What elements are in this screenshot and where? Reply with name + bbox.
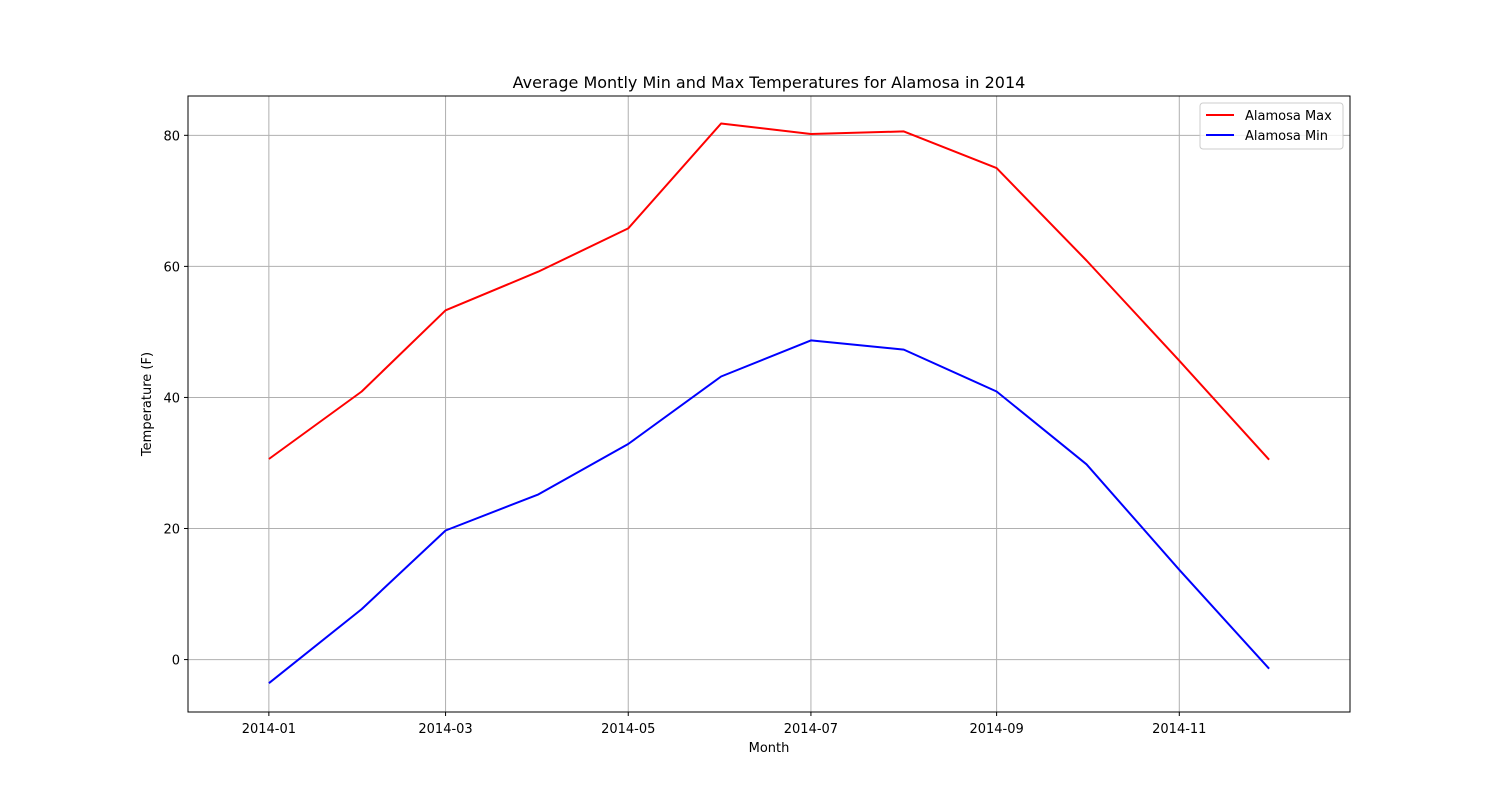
legend-box (1199, 102, 1344, 150)
legend: Alamosa Max Alamosa Min (1199, 102, 1344, 150)
data-point-alamosa-min (267, 681, 271, 685)
data-point-alamosa-min (626, 442, 630, 446)
data-point-alamosa-max (626, 226, 630, 230)
data-point-alamosa-max (536, 270, 540, 274)
series-line-alamosa-min (268, 339, 1270, 684)
data-point-alamosa-max (719, 122, 723, 126)
data-point-alamosa-max (995, 166, 999, 170)
data-point-alamosa-max (360, 390, 364, 394)
x-tick-label: 2014-07 (784, 722, 838, 737)
legend-label-max: Alamosa Max (1245, 109, 1332, 124)
grid-lines (188, 96, 1350, 712)
x-tick-label: 2014-05 (601, 722, 655, 737)
data-point-alamosa-min (902, 348, 906, 352)
data-point-alamosa-min (1177, 568, 1181, 572)
legend-label-min: Alamosa Min (1245, 129, 1328, 144)
y-tick-label: 60 (163, 260, 180, 275)
series-line-alamosa-max (268, 122, 1270, 461)
x-axis-label: Month (749, 741, 790, 756)
data-point-alamosa-max (267, 457, 271, 461)
data-point-alamosa-max (902, 129, 906, 133)
data-point-alamosa-min (360, 607, 364, 611)
data-point-alamosa-max (809, 132, 813, 136)
x-tick-label: 2014-01 (242, 722, 296, 737)
data-point-alamosa-min (809, 338, 813, 342)
x-tick-label: 2014-03 (418, 722, 472, 737)
data-point-alamosa-max (444, 308, 448, 312)
y-tick-label: 40 (163, 391, 180, 406)
y-tick-label: 0 (172, 654, 180, 669)
data-point-alamosa-max (1267, 458, 1271, 462)
y-tick-label: 80 (163, 129, 180, 144)
data-point-alamosa-min (719, 375, 723, 379)
chart-title: Average Montly Min and Max Temperatures … (513, 73, 1026, 92)
y-axis-label: Temperature (F) (140, 352, 155, 457)
data-point-alamosa-min (1267, 667, 1271, 671)
data-point-alamosa-min (536, 492, 540, 496)
x-tick-label: 2014-11 (1152, 722, 1206, 737)
plot-frame (187, 95, 1351, 713)
y-tick-label: 20 (163, 523, 180, 538)
axis-ticks: 0 20 40 60 80 2014-01 2014-03 2014-05 2014-07 201… (163, 129, 1206, 737)
series-lines (267, 122, 1271, 685)
x-tick-label: 2014-09 (969, 722, 1023, 737)
data-point-alamosa-min (444, 529, 448, 533)
data-point-alamosa-min (995, 390, 999, 394)
data-point-alamosa-max (1177, 359, 1181, 363)
data-point-alamosa-min (1085, 462, 1089, 466)
data-point-alamosa-max (1085, 259, 1089, 263)
